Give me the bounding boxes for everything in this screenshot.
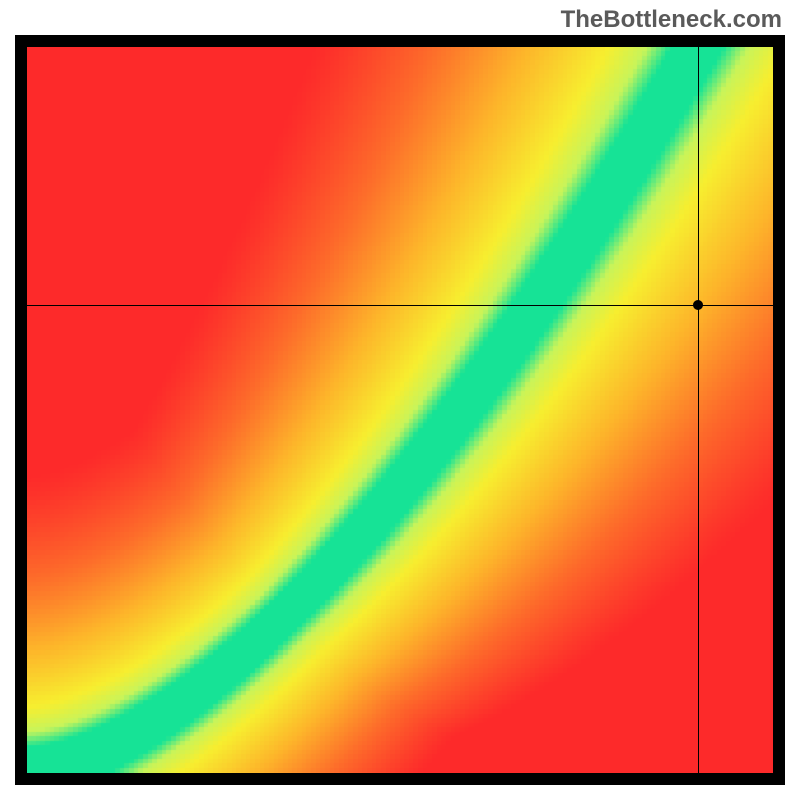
- crosshair-dot: [693, 300, 703, 310]
- plot-frame: [15, 35, 785, 785]
- chart-container: TheBottleneck.com: [0, 0, 800, 800]
- heatmap-canvas: [27, 47, 773, 773]
- watermark-text: TheBottleneck.com: [561, 6, 782, 34]
- plot-area: [27, 47, 773, 773]
- crosshair-vertical: [698, 47, 699, 773]
- crosshair-horizontal: [27, 305, 773, 306]
